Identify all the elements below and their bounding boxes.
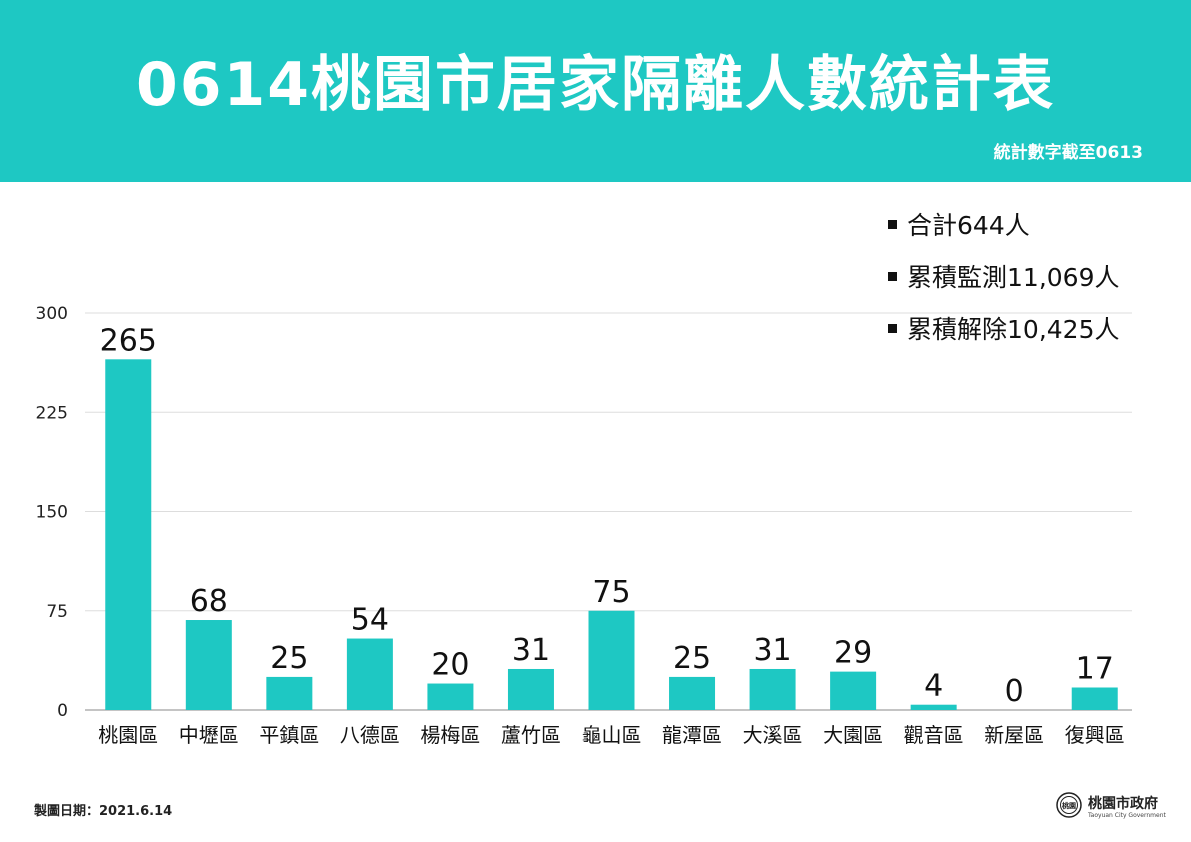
bar [830,671,877,710]
y-tick-label: 75 [46,602,68,622]
data-label: 29 [834,636,872,671]
bar [185,620,232,710]
summary-label: 累積監測 [907,263,1008,292]
data-label: 68 [190,584,228,619]
summary-value: 11,069 [1007,263,1095,292]
x-tick-label: 龍潭區 [662,723,722,747]
data-label: 54 [351,603,389,638]
summary-label: 合計 [907,211,958,240]
y-tick-label: 0 [57,701,68,721]
data-label: 265 [100,323,157,358]
summary-unit: 人 [1094,315,1120,344]
x-tick-label: 新屋區 [984,723,1044,747]
bar [266,676,313,710]
bullet-icon [888,323,897,333]
bar [749,668,796,710]
x-tick-label: 平鎮區 [259,723,319,747]
x-tick-label: 龜山區 [582,723,642,747]
page-title: 0614桃園市居家隔離人數統計表 [136,50,1055,120]
summary-panel: 合計644人 累積監測11,069人 累積解除10,425人 [888,208,1178,364]
data-label: 20 [431,648,469,683]
bar [427,683,474,710]
data-label: 25 [270,641,308,676]
logo-name: 桃園市政府 [1088,796,1158,812]
summary-value: 10,425 [1007,315,1095,344]
data-label: 17 [1076,652,1114,687]
seal-icon: 桃園 [1056,792,1082,818]
x-tick-label: 桃園區 [98,723,158,747]
x-tick-label: 復興區 [1065,723,1125,747]
bullet-icon [888,219,897,229]
government-logo: 桃園 桃園市政府 Taoyuan City Government [1056,790,1166,824]
x-tick-label: 中壢區 [179,723,239,747]
summary-unit: 人 [1094,263,1120,292]
page-subtitle: 統計數字截至0613 [993,143,1143,163]
x-tick-label: 觀音區 [904,723,964,747]
bar [346,638,393,710]
summary-item-total: 合計644人 [888,208,1178,260]
bar [1071,687,1118,710]
bullet-icon [888,271,897,281]
bar [588,610,635,710]
bar [507,668,554,710]
x-tick-label: 八德區 [340,723,400,747]
x-tick-label: 楊梅區 [420,723,480,747]
summary-item-monitored: 累積監測11,069人 [888,260,1178,312]
summary-value: 644 [957,211,1005,240]
data-label: 31 [512,633,550,668]
y-tick-label: 300 [36,304,68,324]
x-tick-label: 大園區 [823,723,883,747]
data-label: 75 [592,575,630,610]
header-banner: 0614桃園市居家隔離人數統計表 統計數字截至0613 [0,0,1191,182]
x-tick-label: 蘆竹區 [501,723,561,747]
data-label: 31 [753,633,791,668]
x-tick-label: 大溪區 [743,723,803,747]
chart-date: 製圖日期：2021.6.14 [34,804,173,819]
summary-item-released: 累積解除10,425人 [888,312,1178,364]
y-tick-label: 225 [36,403,68,423]
data-label: 0 [1005,674,1024,709]
bar [105,359,152,710]
summary-label: 累積解除 [907,315,1008,344]
bar [910,704,957,710]
data-label: 4 [924,669,943,704]
svg-text:桃園: 桃園 [1062,801,1076,810]
bar-chart: 0 75 150 225 300 265 桃園區 68 中壢區 25 平鎮區 54 八德區 20 楊梅區 31… [36,304,1132,747]
summary-unit: 人 [1004,211,1030,240]
bar [669,676,716,710]
data-label: 25 [673,641,711,676]
logo-english-name: Taoyuan City Government [1088,812,1166,819]
y-tick-label: 150 [36,503,68,523]
